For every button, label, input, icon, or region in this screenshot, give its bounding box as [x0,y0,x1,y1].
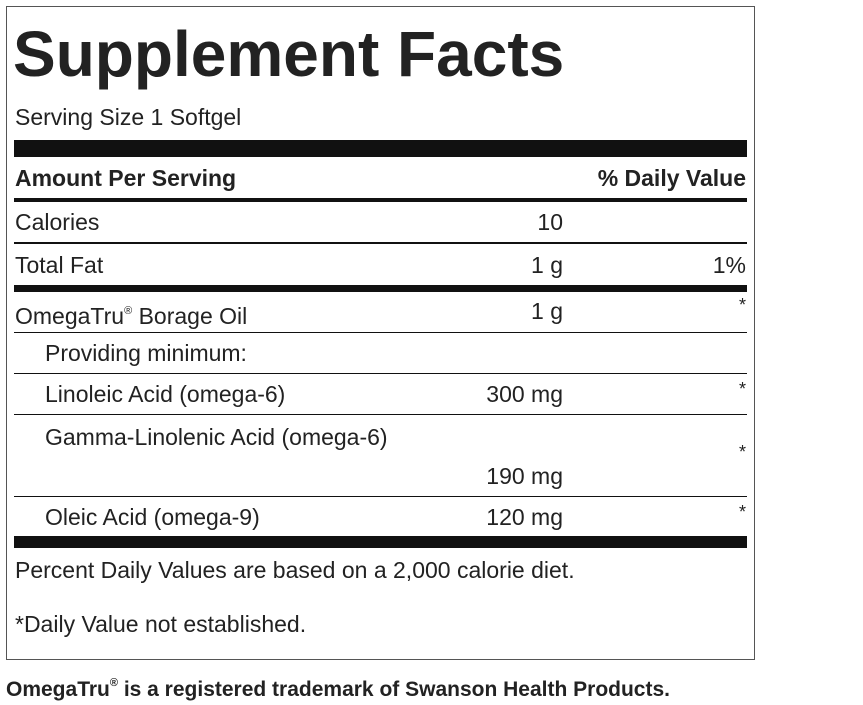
row-name: Calories [15,209,100,235]
row-amount: 1 g [531,252,563,278]
row-daily-value: * [738,502,746,522]
row-daily-value: * [738,295,746,315]
registered-mark: ® [109,677,118,689]
row-amount: 190 mg [486,463,563,489]
trademark-note: OmegaTru® is a registered trademark of S… [6,668,670,705]
row-name: Providing minimum: [45,340,247,366]
divider [14,373,747,374]
row-daily-value: 1% [712,252,746,278]
divider [14,496,747,497]
row-name: Gamma-Linolenic Acid (omega-6) [45,424,388,450]
serving-size: Serving Size 1 Softgel [15,104,242,130]
divider [14,242,747,244]
row-amount: 10 [537,209,563,235]
row-daily-value: * [738,442,746,462]
registered-mark: ® [124,305,133,317]
row-daily-value: * [738,379,746,399]
divider [14,198,747,202]
trademark-text: is a registered trademark of Swanson Hea… [117,678,670,701]
header-amount: Amount Per Serving [15,165,237,191]
thick-divider [14,285,747,292]
thick-bar [14,536,747,548]
brand-name: OmegaTru [6,678,110,701]
row-name: Linoleic Acid (omega-6) [45,381,286,407]
row-name: Total Fat [15,252,104,278]
label-box [6,6,755,660]
thick-bar [14,140,747,157]
brand-name: OmegaTru [15,303,125,329]
divider [14,332,747,333]
footnote: *Daily Value not established. [15,611,307,637]
row-name: Oleic Acid (omega-9) [45,504,260,530]
row-amount: 120 mg [486,504,563,530]
divider [14,414,747,415]
footnote: Percent Daily Values are based on a 2,00… [15,557,575,583]
header-daily-value: % Daily Value [597,165,746,191]
row-amount: 300 mg [486,381,563,407]
title: Supplement Facts [13,18,565,90]
row-amount: 1 g [531,298,563,324]
row-name: OmegaTru® Borage Oil [15,296,247,331]
name-rest: Borage Oil [132,303,248,329]
